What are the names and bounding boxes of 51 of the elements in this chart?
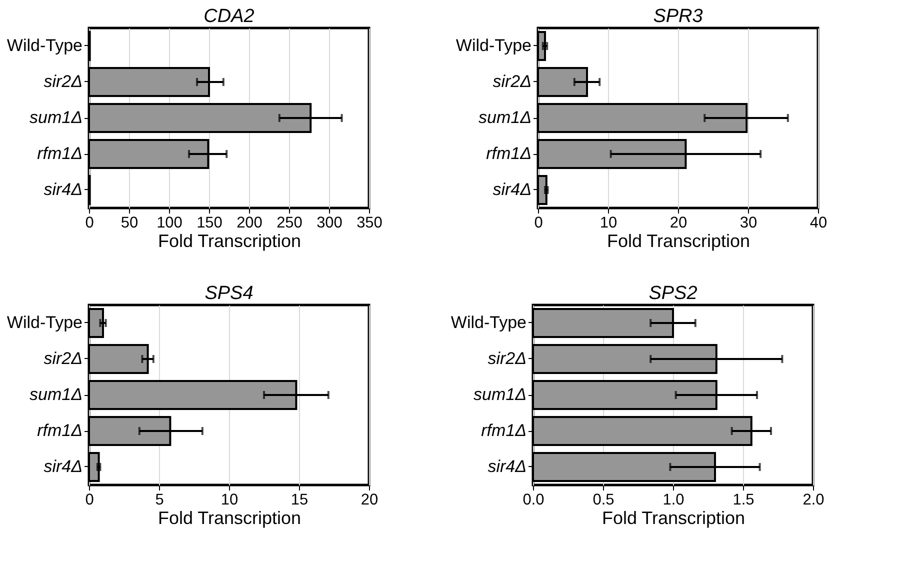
x-tick-label: 200 [236,214,263,232]
x-tick-label: 0 [534,214,544,232]
x-tick-label: 20 [360,492,378,508]
x-tick-label: 2.0 [802,492,825,508]
x-tick-label: 1.0 [662,492,685,508]
y-tick-label: rfm1Δ [481,421,526,440]
x-tick-label: 15 [290,492,308,508]
y-tick-label: sum1Δ [478,108,532,127]
x-axis-title: Fold Transcription [158,508,302,528]
x-tick-label: 40 [810,214,828,232]
x-tick-label: 150 [196,214,223,232]
x-tick-label: 250 [276,214,303,232]
chart-title: SPS2 [648,283,698,304]
y-tick-label: rfm1Δ [486,144,532,163]
x-tick-label: 50 [120,214,138,232]
y-tick-label: rfm1Δ [37,144,82,163]
x-tick-label: 0 [85,492,94,508]
y-tick-label: Wild-Type [6,36,82,55]
chart-title: CDA2 [204,6,255,27]
x-tick-label: 100 [156,214,183,232]
x-tick-label: 0.5 [592,492,614,508]
x-axis-title: Fold Transcription [606,231,750,251]
y-tick-label: Wild-Type [456,36,532,55]
y-tick-label: sir2Δ [492,72,532,91]
y-tick-label: sir4Δ [492,180,532,199]
x-tick-label: 0 [85,214,94,232]
x-axis-title: Fold Transcription [602,508,746,528]
y-tick-label: sum1Δ [30,385,82,404]
y-tick-label: rfm1Δ [37,421,82,440]
x-tick-label: 20 [670,214,688,232]
x-tick-label: 10 [600,214,618,232]
chart-title: SPS4 [204,283,254,304]
y-tick-label: sum1Δ [474,385,526,404]
x-axis-title: Fold Transcription [158,231,302,251]
y-tick-label: sir2Δ [488,349,526,368]
y-tick-label: sum1Δ [30,108,82,127]
x-tick-label: 5 [155,492,164,508]
x-tick-label: 300 [316,214,343,232]
y-tick-label: sir4Δ [44,180,82,199]
y-tick-label: sir4Δ [44,457,82,476]
x-tick-label: 350 [356,214,383,232]
y-tick-label: sir4Δ [488,457,526,476]
x-tick-label: 10 [220,492,238,508]
x-tick-label: 1.5 [732,492,754,508]
y-tick-label: Wild-Type [6,313,82,332]
x-tick-label: 0.0 [522,492,545,508]
x-tick-label: 30 [740,214,758,232]
chart-title: SPR3 [653,6,704,27]
y-tick-label: sir2Δ [44,349,82,368]
y-tick-label: sir2Δ [44,72,82,91]
y-tick-label: Wild-Type [450,313,526,332]
